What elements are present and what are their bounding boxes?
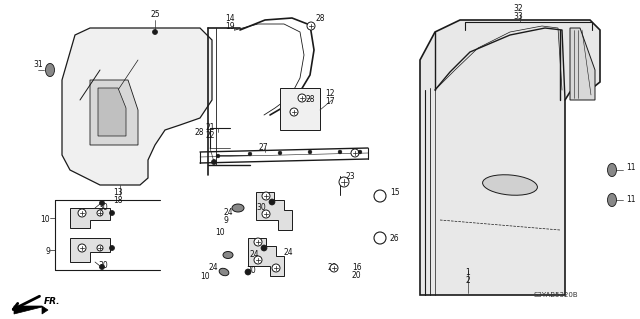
Circle shape [261, 245, 267, 251]
Text: 10: 10 [200, 272, 210, 281]
Circle shape [211, 160, 216, 165]
Circle shape [339, 177, 349, 187]
Text: 22: 22 [205, 131, 215, 140]
Text: 21: 21 [205, 123, 215, 132]
Text: 30: 30 [246, 266, 256, 275]
Text: 25: 25 [150, 10, 160, 19]
Circle shape [290, 108, 298, 116]
Circle shape [97, 210, 103, 216]
Text: 12: 12 [325, 89, 335, 98]
Circle shape [99, 201, 104, 205]
Text: 10: 10 [216, 228, 225, 237]
Circle shape [307, 22, 315, 30]
Text: 17: 17 [325, 97, 335, 106]
Text: 24: 24 [209, 263, 218, 272]
Text: 29: 29 [328, 263, 338, 272]
Text: 30: 30 [98, 261, 108, 270]
Text: 31: 31 [33, 60, 43, 69]
Text: 11: 11 [626, 195, 636, 204]
Circle shape [351, 149, 359, 157]
Polygon shape [70, 208, 110, 228]
Ellipse shape [483, 175, 538, 195]
Text: 13: 13 [113, 188, 123, 197]
Text: S3YAB5320B: S3YAB5320B [534, 292, 579, 298]
Ellipse shape [219, 268, 229, 276]
Polygon shape [14, 306, 48, 314]
Polygon shape [90, 80, 138, 145]
Polygon shape [420, 20, 600, 295]
Text: 28: 28 [315, 14, 324, 23]
Circle shape [78, 244, 86, 252]
Text: 30: 30 [256, 203, 266, 212]
Ellipse shape [607, 193, 616, 207]
Polygon shape [280, 88, 320, 130]
Circle shape [97, 245, 103, 251]
Text: 26: 26 [390, 234, 399, 243]
Text: 24: 24 [250, 250, 260, 259]
Circle shape [298, 94, 306, 102]
Circle shape [245, 269, 251, 275]
Text: 2: 2 [466, 276, 470, 285]
Text: 9: 9 [45, 247, 50, 256]
Text: 32: 32 [513, 4, 523, 13]
Ellipse shape [607, 163, 616, 177]
Polygon shape [256, 192, 292, 230]
Circle shape [308, 150, 312, 154]
Polygon shape [62, 28, 212, 185]
Text: FR.: FR. [44, 298, 61, 307]
Text: 15: 15 [390, 188, 399, 197]
Circle shape [99, 264, 104, 270]
Circle shape [374, 232, 386, 244]
Circle shape [109, 246, 115, 250]
Text: 18: 18 [113, 196, 123, 205]
Circle shape [358, 150, 362, 154]
Circle shape [109, 211, 115, 216]
Text: 33: 33 [513, 12, 523, 21]
Circle shape [338, 150, 342, 154]
Ellipse shape [232, 204, 244, 212]
Polygon shape [248, 238, 284, 276]
Circle shape [78, 209, 86, 217]
Circle shape [152, 29, 157, 34]
Circle shape [254, 238, 262, 246]
Circle shape [248, 152, 252, 156]
Circle shape [374, 190, 386, 202]
Circle shape [278, 151, 282, 155]
Text: 27: 27 [258, 143, 268, 152]
Circle shape [254, 256, 262, 264]
Text: 11: 11 [626, 163, 636, 172]
Polygon shape [98, 88, 126, 136]
Circle shape [262, 192, 270, 200]
Text: 19: 19 [225, 22, 235, 31]
Text: 16: 16 [352, 263, 362, 272]
Text: 30: 30 [98, 203, 108, 212]
Polygon shape [570, 28, 595, 100]
Ellipse shape [223, 251, 233, 258]
Text: 10: 10 [40, 215, 50, 224]
Ellipse shape [45, 63, 54, 77]
Text: 24: 24 [284, 248, 294, 257]
Text: 9: 9 [223, 216, 228, 225]
Text: 24: 24 [223, 208, 233, 217]
Text: 28: 28 [305, 95, 314, 104]
Circle shape [262, 210, 270, 218]
Circle shape [269, 199, 275, 205]
Text: 1: 1 [466, 268, 470, 277]
Circle shape [272, 264, 280, 272]
Polygon shape [70, 238, 110, 262]
Text: 23: 23 [345, 172, 355, 181]
Text: 28: 28 [195, 128, 204, 137]
Circle shape [216, 154, 220, 158]
Text: 14: 14 [225, 14, 235, 23]
Text: 20: 20 [352, 271, 362, 280]
Circle shape [330, 264, 338, 272]
